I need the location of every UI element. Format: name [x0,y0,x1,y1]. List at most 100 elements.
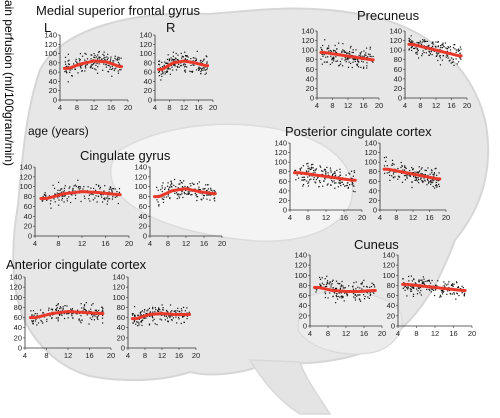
data-point [406,174,408,176]
data-point [342,183,344,185]
x-tick-label: 12 [64,351,72,360]
data-point [416,53,418,55]
data-point [438,172,440,174]
data-point [50,308,52,310]
data-point [186,66,188,68]
data-point [66,200,68,202]
data-point [385,160,387,162]
data-point [161,75,163,77]
data-point [117,61,120,64]
data-point [341,181,343,183]
data-point [372,61,374,63]
data-point [72,312,74,315]
data-point [422,276,424,278]
y-tick-label: 60 [117,313,125,322]
data-point [90,187,92,189]
data-point [95,184,97,186]
data-point [351,51,353,54]
data-point [412,295,415,298]
data-point [433,173,435,175]
data-point [161,198,163,200]
data-point [175,52,177,55]
data-point [443,46,445,48]
data-point [115,67,117,69]
data-point [103,63,105,65]
data-point [345,58,347,61]
data-point [205,72,207,74]
data-point [202,197,204,199]
data-point [206,198,208,200]
data-point [143,311,145,313]
y-tick-label: 40 [144,77,152,86]
data-point [337,186,339,188]
data-point [180,194,182,196]
data-point [459,46,462,48]
data-point [62,306,64,308]
data-point [344,292,346,294]
x-tick-label: 16 [85,351,93,360]
y-tick-label: 140 [19,163,32,172]
data-point [35,318,37,320]
data-point [148,323,151,325]
data-point [439,294,442,296]
data-point [319,165,321,167]
data-point [349,62,352,65]
data-point [107,200,109,202]
data-point [417,43,419,45]
data-point [419,42,421,44]
data-point [391,159,394,161]
data-point [68,59,70,61]
y-tick-label: 120 [19,172,32,181]
x-tick-label: 4 [288,213,292,222]
data-point [133,321,136,323]
data-point [57,193,60,195]
data-point [420,173,422,175]
data-point [349,50,351,53]
data-point [80,322,82,324]
y-tick-label: 20 [144,86,152,95]
data-point [320,47,322,49]
data-point [430,291,432,293]
y-tick-label: 40 [49,77,57,86]
data-point [61,188,63,190]
y-tick-label: 20 [369,196,377,205]
data-point [64,63,67,65]
data-point [190,64,192,66]
data-point [201,69,203,72]
data-point [351,66,353,69]
data-point [106,56,108,58]
x-tick-label: 12 [432,101,440,110]
data-point [383,165,386,167]
data-point [98,51,100,53]
data-point [112,67,114,70]
data-point [59,314,61,316]
data-point [167,193,169,195]
data-point [440,289,443,292]
data-point [447,283,449,285]
y-tick-label: 80 [139,192,147,201]
data-point [423,281,425,283]
data-point [198,188,200,190]
data-point [91,54,93,56]
data-point [346,52,348,55]
data-point [346,294,349,296]
data-point [452,284,454,286]
data-point [330,286,332,288]
data-point [69,201,72,204]
data-point [402,278,404,280]
data-point [78,318,80,320]
data-point [118,188,121,190]
x-tick-label: 4 [58,103,62,112]
data-point [385,156,387,158]
y-tick-label: 100 [382,271,395,280]
data-point [203,67,205,69]
data-point [184,192,186,195]
data-point [354,299,357,301]
y-tick-label: 40 [306,74,314,83]
data-point [412,41,414,43]
y-tick-label: 20 [117,333,125,342]
data-point [200,72,202,75]
x-tick-label: 12 [182,239,190,248]
data-point [78,58,80,60]
